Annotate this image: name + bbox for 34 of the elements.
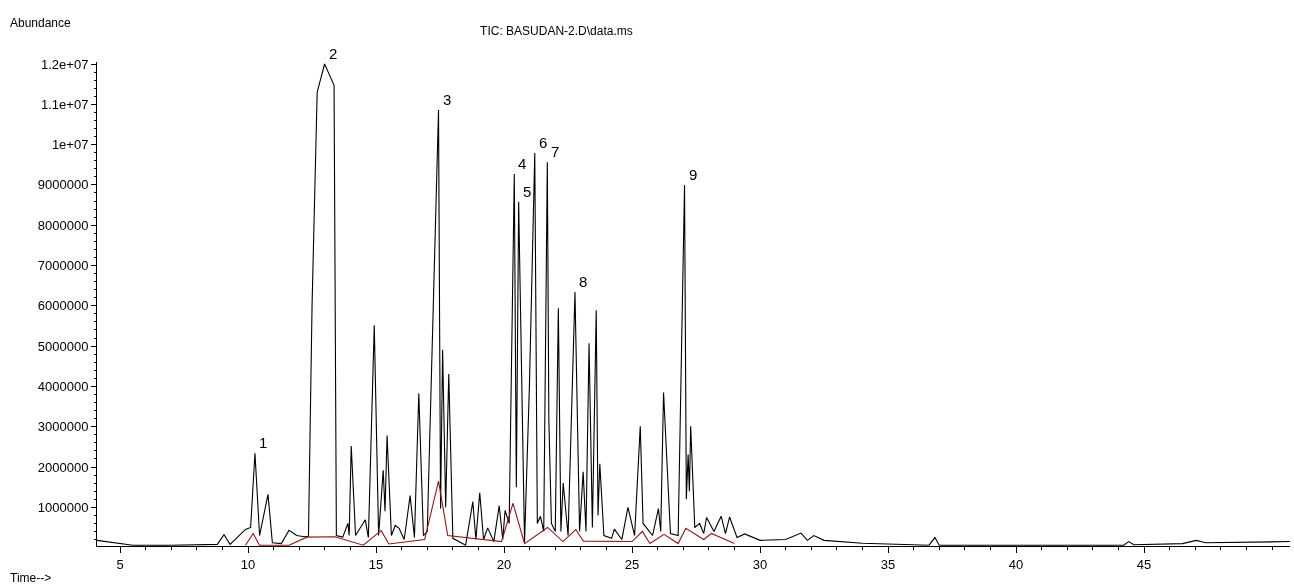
x-tick-label: 20 <box>496 556 512 572</box>
y-tick-label: 1.1e+07 <box>41 96 89 112</box>
x-tick-label: 40 <box>1008 556 1024 572</box>
annotation: 3 <box>443 91 452 108</box>
y-axis-title: Abundance <box>10 16 72 30</box>
annotation: 1 <box>259 434 268 451</box>
x-tick-label: 35 <box>880 556 896 572</box>
x-tick-label: 25 <box>624 556 640 572</box>
y-tick-label: 9000000 <box>37 177 89 193</box>
y-tick-label: 3000000 <box>37 419 89 435</box>
x-tick-label: 15 <box>368 556 384 572</box>
y-tick-label: 7000000 <box>37 258 89 274</box>
annotation: 5 <box>523 183 532 200</box>
annotation: 8 <box>579 273 588 290</box>
y-tick-label: 4000000 <box>37 378 89 394</box>
line-series <box>244 480 736 546</box>
x-axis-title: Time--> <box>10 571 52 585</box>
y-tick-label: 1e+07 <box>51 137 89 153</box>
x-tick-label: 5 <box>116 556 124 572</box>
y-tick-label: 1.2e+07 <box>41 56 89 72</box>
chart-title: TIC: BASUDAN-2.D\data.ms <box>480 23 633 38</box>
x-tick-label: 30 <box>752 556 768 572</box>
annotation: 4 <box>518 155 527 172</box>
y-tick-label: 2000000 <box>37 459 89 475</box>
x-tick-label: 45 <box>1136 556 1152 572</box>
x-tick-label: 10 <box>240 556 256 572</box>
annotation: 7 <box>551 143 560 160</box>
annotation: 2 <box>329 45 338 62</box>
y-tick-label: 1000000 <box>37 499 89 515</box>
y-tick-label: 6000000 <box>37 298 89 314</box>
y-tick-label: 5000000 <box>37 338 89 354</box>
annotation: 6 <box>539 134 548 151</box>
annotation: 9 <box>689 166 698 183</box>
y-tick-label: 8000000 <box>37 217 89 233</box>
